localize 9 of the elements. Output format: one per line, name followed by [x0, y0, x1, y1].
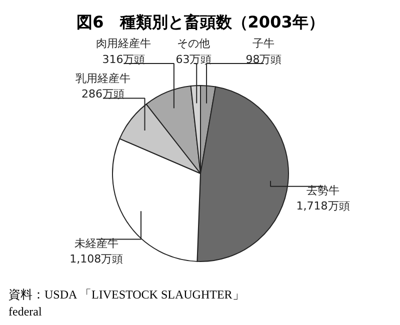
text: 資料：USDA 「LIVESTOCK SLAUGHTER」 federal [8, 288, 244, 318]
slice-label: 去勢牛 [306, 184, 340, 198]
slice-label: 乳用経産牛 [75, 72, 130, 85]
slice-label: 子牛 [252, 37, 275, 50]
slice-label: 肉用経産牛 [96, 37, 152, 50]
slice-label: その他 [177, 37, 210, 50]
data-label: 1,718万頭 [296, 200, 350, 213]
chart-title: 図6 種類別と畜頭数（2003年） [76, 12, 324, 32]
data-label: 1,108万頭 [70, 252, 124, 266]
